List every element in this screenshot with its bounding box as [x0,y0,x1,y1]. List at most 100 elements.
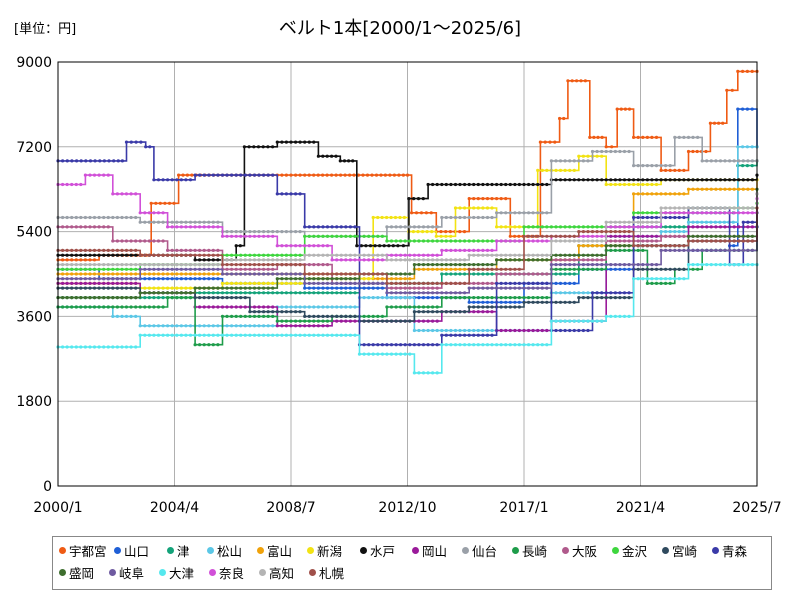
data-point [243,281,247,285]
data-point [696,225,700,229]
x-tick-label: 2012/10 [378,500,436,516]
data-point [641,192,645,196]
data-point [746,225,750,229]
data-point [558,263,563,267]
data-point [184,220,188,224]
data-point [416,230,420,234]
data-point [83,225,87,229]
data-point [370,173,374,177]
data-point [243,324,247,328]
data-point [641,178,645,182]
data-point [705,206,709,210]
data-point [298,230,302,234]
data-point [74,225,78,229]
data-point [97,225,101,229]
data-point [595,239,599,243]
data-point [380,296,384,300]
data-point [682,248,686,252]
data-point [170,296,174,300]
data-point [463,215,467,220]
data-point [397,173,401,177]
data-point [609,314,613,318]
data-point [124,239,129,243]
data-point [403,239,407,243]
data-point [645,263,650,267]
data-point [558,258,563,262]
data-point [316,244,320,248]
data-point [495,182,499,187]
data-point [143,296,147,300]
data-point [303,253,307,257]
data-point [618,296,622,300]
data-point [673,206,677,210]
data-point [385,225,389,229]
data-point [79,296,83,300]
data-point [325,234,330,238]
data-point [449,248,453,252]
data-point [750,206,755,210]
data-point [568,225,572,229]
data-point [677,192,681,196]
data-point [275,272,279,276]
data-point [723,248,727,252]
data-point [645,164,650,168]
data-point [508,328,512,333]
data-point [230,267,234,271]
data-point [284,324,288,328]
data-point [485,328,490,333]
data-point [613,239,618,243]
data-point [115,272,119,276]
data-point [517,272,522,276]
data-point [730,88,734,92]
data-point [412,239,416,243]
data-point [257,173,261,177]
data-point [139,140,143,144]
data-point [61,253,65,257]
data-point [677,230,681,234]
data-point [531,300,535,304]
data-point [325,244,330,248]
data-point [540,258,544,262]
data-point [120,286,124,290]
data-point [371,343,375,347]
data-point [618,239,622,243]
data-point [645,135,650,139]
data-point [609,220,613,224]
data-point [650,135,654,139]
data-point [522,234,526,238]
data-point [467,328,471,333]
data-point [750,69,754,73]
data-point [668,211,672,215]
data-point [463,182,467,187]
data-point [234,253,238,257]
data-point [403,352,407,356]
data-point [449,296,453,300]
data-point [154,201,158,205]
data-point [426,281,430,285]
data-point [746,220,750,224]
data-point [737,248,741,252]
data-point [170,263,174,267]
data-point [97,305,101,309]
data-point [316,333,320,337]
data-point [746,248,750,252]
data-point [239,296,243,300]
data-point [723,263,727,267]
data-point [166,277,170,281]
data-point [581,225,586,229]
data-point [266,263,270,267]
data-point [83,272,87,276]
data-point [152,211,156,215]
data-point [391,244,395,248]
data-point [558,159,563,163]
data-point [84,159,88,163]
data-point [604,182,608,187]
data-point [650,192,654,196]
data-point [220,263,225,267]
legend-marker [307,547,314,554]
data-point [88,345,92,349]
data-point [737,211,741,215]
data-point [97,296,101,300]
data-point [577,244,581,248]
data-point [426,182,430,187]
